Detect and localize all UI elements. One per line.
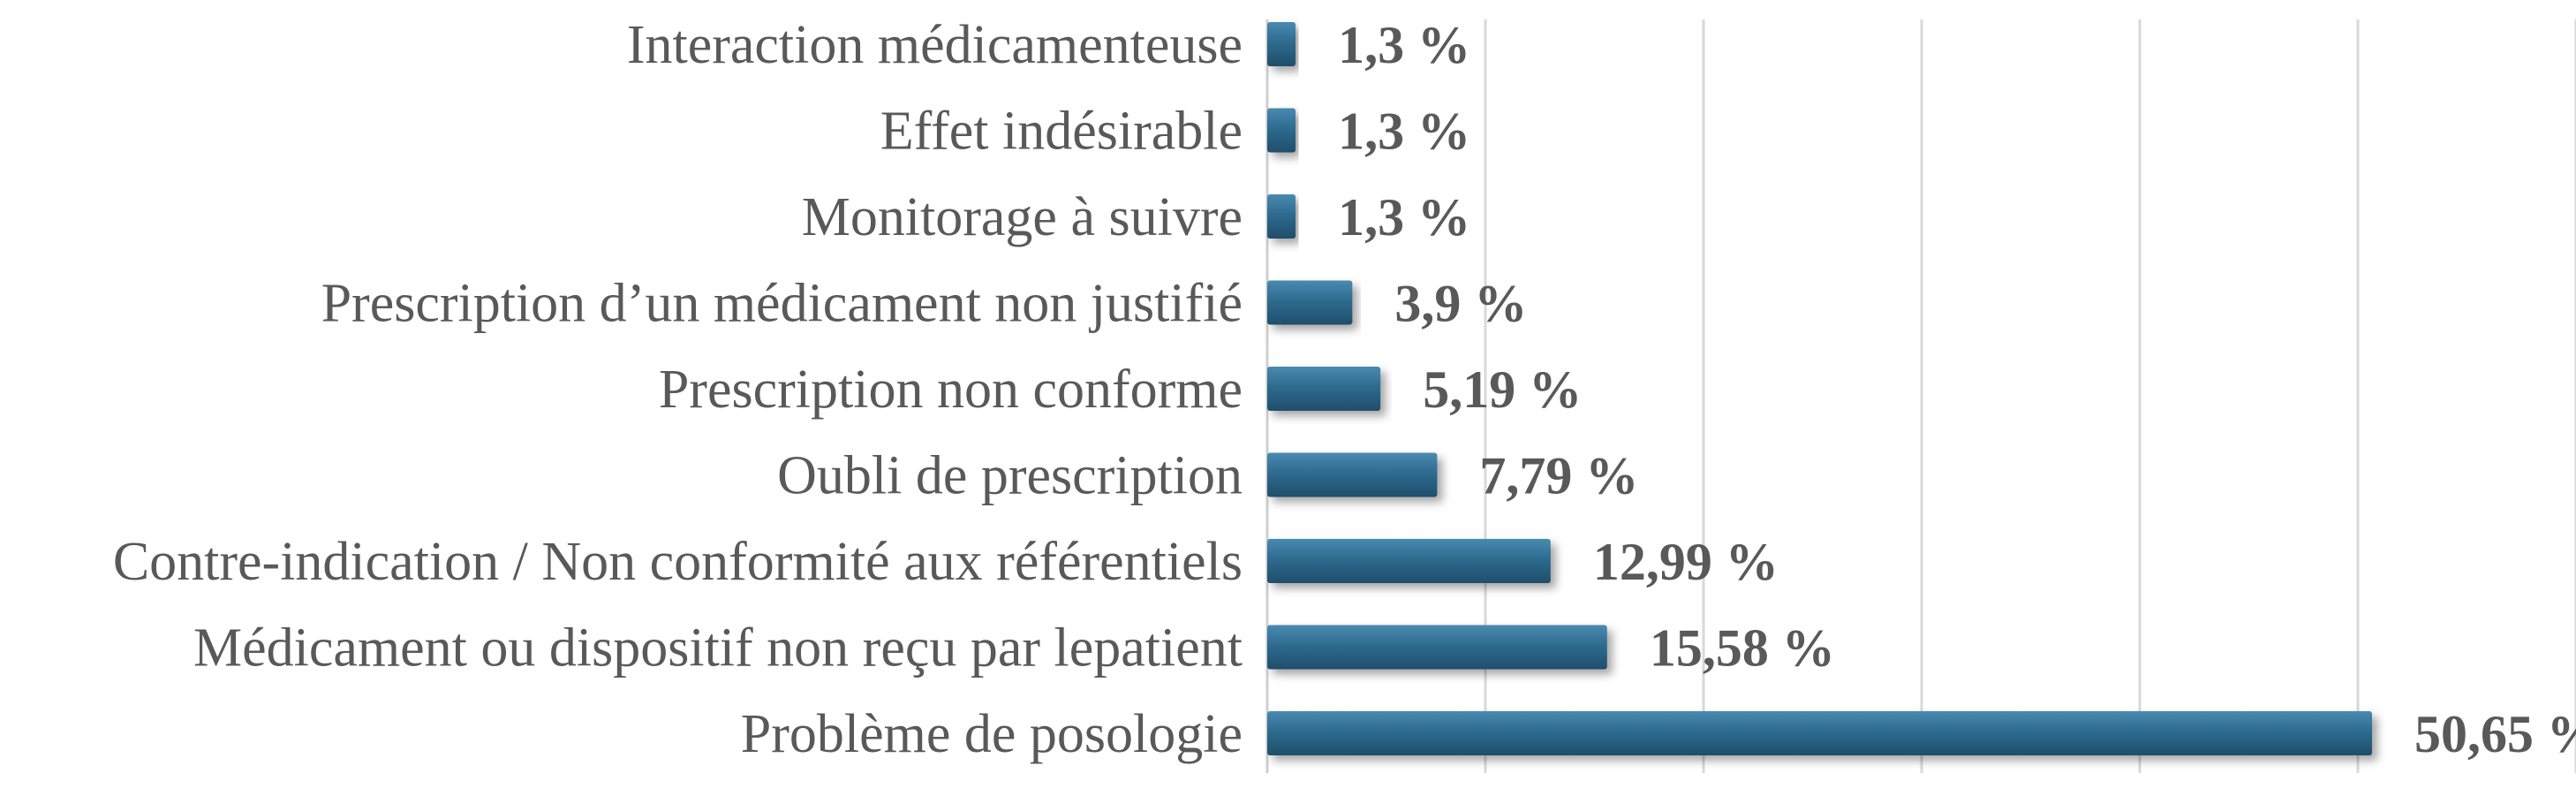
bar	[1267, 367, 1381, 411]
category-label: Effet indésirable	[880, 102, 1243, 162]
category-label: Interaction médicamenteuse	[627, 15, 1243, 75]
category-label: Médicament ou dispositif non reçu par le…	[193, 618, 1243, 678]
data-label: 5,19 %	[1423, 360, 1582, 419]
bar	[1267, 194, 1296, 239]
bar	[1267, 452, 1438, 497]
data-labels: 1,3 % 1,3 % 1,3 % 3,9 % 5,19 % 7,79 % 12,99 % 1…	[1338, 16, 2576, 763]
data-label: 7,79 %	[1479, 447, 1638, 505]
category-label: Prescription d’un médicament non justifi…	[321, 274, 1243, 334]
category-label: Prescription non conforme	[659, 360, 1243, 420]
category-label: Problème de posologie	[741, 704, 1243, 764]
bars	[1267, 22, 2373, 755]
data-label: 50,65 %	[2414, 705, 2576, 763]
bar	[1267, 108, 1296, 153]
category-label: Oubli de prescription	[777, 446, 1243, 506]
bar	[1267, 22, 1296, 66]
data-label: 1,3 %	[1338, 16, 1470, 74]
bar	[1267, 280, 1353, 325]
data-label: 1,3 %	[1338, 102, 1470, 161]
data-label: 1,3 %	[1338, 188, 1470, 246]
bar	[1267, 625, 1607, 670]
bar	[1267, 539, 1551, 583]
category-label: Monitorage à suivre	[802, 187, 1243, 247]
data-label: 15,58 %	[1650, 619, 1835, 678]
category-labels: Interaction médicamenteuse Effet indésira…	[113, 15, 1243, 764]
bar	[1267, 711, 2373, 755]
data-label: 3,9 %	[1394, 275, 1527, 333]
data-label: 12,99 %	[1593, 533, 1779, 591]
category-label: Contre-indication / Non conformité aux r…	[113, 532, 1243, 592]
